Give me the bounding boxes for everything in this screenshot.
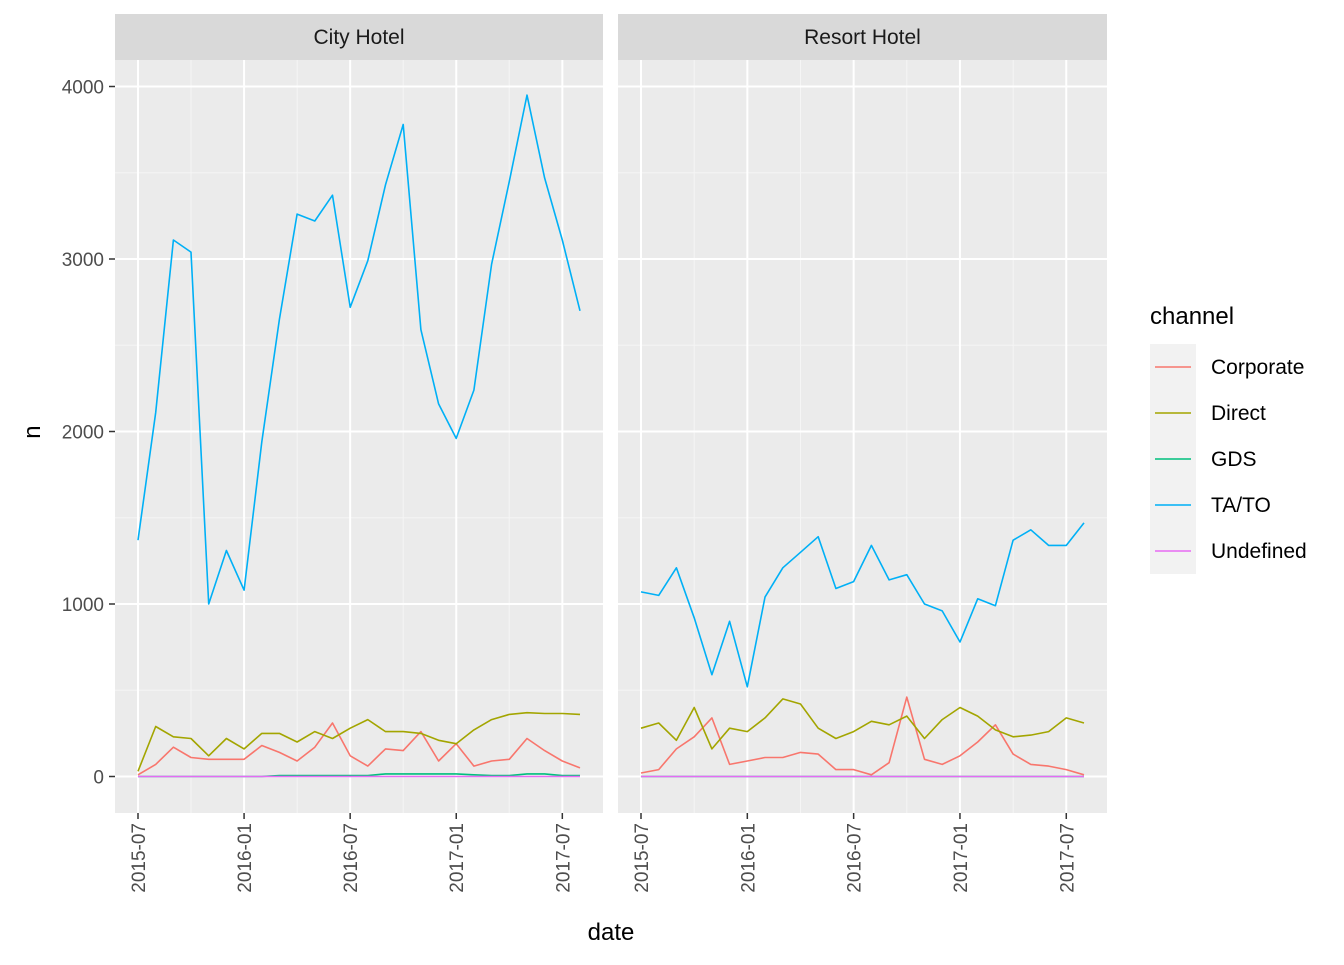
y-tick-label: 3000 [62, 250, 104, 271]
legend-label: Direct [1211, 402, 1266, 425]
x-axis-title: date [588, 919, 635, 946]
y-tick-label: 0 [93, 768, 104, 789]
series-line-corporate [640, 696, 1085, 776]
x-tick-label: 2016-01 [235, 823, 256, 893]
facet-title: Resort Hotel [804, 26, 921, 49]
y-tick-label: 4000 [62, 78, 104, 99]
x-tick-label: 2017-07 [553, 823, 574, 893]
x-tick-label: 2015-07 [129, 823, 150, 893]
x-tick-label: 2016-01 [738, 823, 759, 893]
x-tick-label: 2017-01 [951, 823, 972, 893]
legend-label: TA/TO [1211, 494, 1271, 517]
x-tick-label: 2016-07 [341, 823, 362, 893]
panel-background [115, 60, 603, 813]
facet-strip [115, 14, 603, 60]
x-tick-label: 2017-07 [1057, 823, 1078, 893]
y-tick-label: 1000 [62, 595, 104, 616]
y-tick-label: 2000 [62, 423, 104, 444]
series-line-tato [640, 522, 1085, 688]
x-tick-label: 2015-07 [632, 823, 653, 893]
facet-title: City Hotel [313, 26, 404, 49]
series-line-tato [137, 94, 581, 605]
legend-label: Corporate [1211, 356, 1304, 379]
x-tick-label: 2016-07 [845, 823, 866, 893]
x-tick-label: 2017-01 [447, 823, 468, 893]
series-line-corporate [137, 722, 581, 776]
panel-background [618, 60, 1107, 813]
legend-label: Undefined [1211, 540, 1307, 563]
legend-label: GDS [1211, 448, 1257, 471]
series-line-direct [137, 711, 581, 772]
legend-title: channel [1150, 303, 1234, 330]
y-axis-title: n [19, 425, 46, 438]
facet-strip [618, 14, 1107, 60]
series-line-direct [640, 698, 1085, 750]
